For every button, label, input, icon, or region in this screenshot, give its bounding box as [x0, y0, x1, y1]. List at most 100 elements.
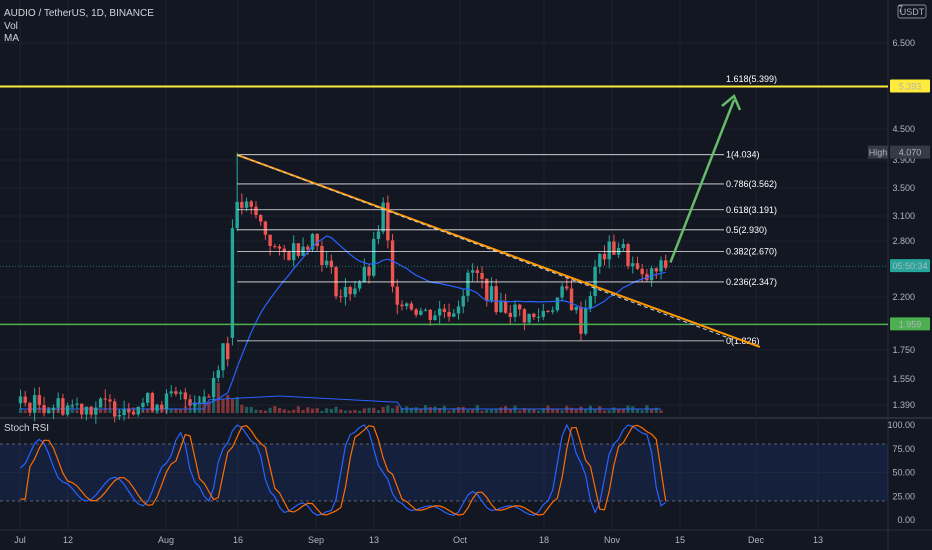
- volume-bar: [503, 406, 508, 413]
- candle-body: [306, 246, 310, 250]
- time-label: Nov: [604, 535, 621, 545]
- candle-body: [188, 399, 192, 406]
- candle-body: [226, 343, 230, 360]
- volume-bar: [598, 406, 602, 413]
- volume-bar: [254, 409, 258, 413]
- candle-body: [357, 282, 362, 289]
- candle-body: [513, 304, 517, 317]
- candle-body: [145, 393, 150, 403]
- candle-body: [649, 268, 654, 281]
- candle-body: [419, 310, 423, 315]
- volume-bar: [301, 410, 305, 413]
- volume-bar: [226, 395, 230, 413]
- volume-bar: [555, 408, 560, 413]
- volume-bar: [390, 408, 395, 413]
- time-label: 15: [675, 535, 685, 545]
- fib-label: 0.382(2.670): [726, 247, 777, 257]
- candle-body: [240, 201, 244, 208]
- price-tick: 3.500: [892, 183, 915, 193]
- candle-body: [18, 396, 23, 404]
- fib-label: 0.786(3.562): [726, 179, 777, 189]
- volume-bar: [259, 409, 263, 413]
- candle-body: [437, 308, 442, 316]
- stoch-rsi-label[interactable]: Stoch RSI: [4, 423, 50, 434]
- price-badge: [890, 145, 930, 159]
- candle-body: [122, 409, 126, 415]
- candle-body: [117, 414, 122, 417]
- volume-bar: [183, 406, 187, 413]
- volume-bar: [376, 410, 381, 413]
- volume-bar: [310, 408, 315, 413]
- price-tick: 3.100: [892, 211, 915, 221]
- time-label: Dec: [748, 535, 765, 545]
- volume-bar: [386, 405, 390, 413]
- symbol-title[interactable]: AUDIO / TetherUS, 1D, BINANCE: [4, 8, 154, 19]
- stoch-k-line: [20, 423, 667, 516]
- volume-bar: [249, 407, 253, 413]
- candle-body: [75, 403, 79, 405]
- candle-body: [447, 311, 451, 317]
- projection-arrow-head: [721, 93, 742, 111]
- time-label: Sep: [308, 535, 324, 545]
- candle-body: [221, 343, 225, 371]
- volume-bar: [414, 407, 418, 413]
- candle-body: [84, 406, 89, 415]
- volume-bar: [235, 397, 239, 413]
- price-badge: [890, 317, 930, 331]
- candle-body: [598, 253, 602, 267]
- volume-bar: [273, 405, 277, 413]
- candle-body: [56, 398, 60, 408]
- volume-bar: [461, 406, 465, 413]
- candle-body: [324, 260, 329, 266]
- candle-body: [98, 398, 103, 408]
- volume-bar: [518, 410, 522, 413]
- volume-bar: [456, 407, 461, 413]
- candle-body: [193, 402, 197, 406]
- price-tick: 4.500: [892, 124, 915, 134]
- projection-arrow-shaft: [669, 99, 736, 263]
- volume-bar: [169, 408, 173, 413]
- volume-bar: [207, 401, 211, 413]
- price-badge: [890, 259, 930, 273]
- volume-bar: [579, 406, 583, 413]
- volume-bar: [263, 410, 268, 413]
- volume-bar: [659, 410, 663, 413]
- volume-bar: [433, 406, 437, 413]
- time-label: Jul: [14, 535, 26, 545]
- volume-bar: [343, 410, 348, 413]
- price-badge-label: 4.070: [899, 148, 922, 158]
- candle-body: [400, 304, 404, 307]
- fib-label: 0.236(2.347): [726, 277, 777, 287]
- candle-body: [136, 407, 140, 415]
- volume-bar: [98, 408, 103, 413]
- volume-indicator-label[interactable]: Vol: [4, 21, 18, 32]
- candle-body: [546, 310, 550, 312]
- candle-body: [42, 405, 46, 414]
- candle-body: [348, 287, 352, 295]
- candle-body: [579, 306, 583, 334]
- volume-bar: [494, 409, 498, 413]
- candle-body: [654, 268, 659, 272]
- volume-bar: [367, 407, 371, 413]
- volume-bar: [569, 407, 574, 413]
- candle-body: [442, 308, 447, 312]
- candle-body: [607, 241, 611, 260]
- candle-body: [372, 238, 376, 276]
- high-prefix-label: High: [869, 148, 888, 158]
- candle-body: [456, 306, 461, 314]
- volume-bar: [612, 407, 616, 413]
- volume-bar: [103, 407, 107, 413]
- candle-body: [381, 202, 385, 232]
- candle-body: [536, 316, 541, 318]
- candle-body: [329, 260, 334, 268]
- volume-bar: [287, 410, 291, 413]
- volume-bar: [527, 408, 531, 413]
- candle-body: [433, 315, 437, 321]
- ma-indicator-label[interactable]: MA: [4, 33, 19, 44]
- volume-ma-line: [20, 395, 661, 410]
- candle-body: [249, 201, 253, 207]
- candle-body: [263, 221, 268, 235]
- volume-bar: [499, 407, 503, 413]
- candle-body: [404, 303, 409, 307]
